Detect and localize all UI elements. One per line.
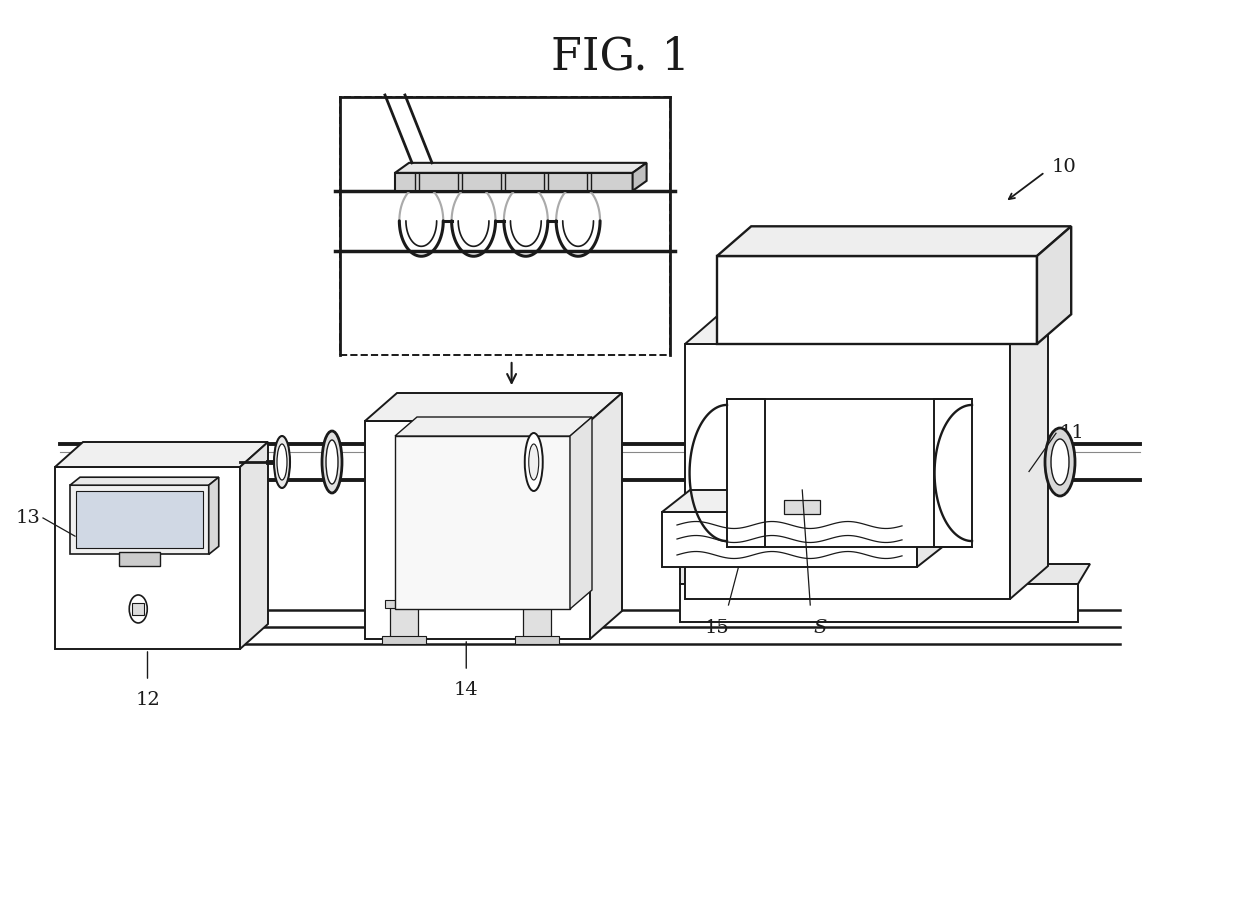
Polygon shape [396, 163, 646, 172]
Polygon shape [662, 490, 945, 512]
Polygon shape [570, 417, 591, 609]
Ellipse shape [322, 431, 342, 493]
Ellipse shape [326, 440, 339, 484]
Bar [133, 603, 144, 615]
Polygon shape [241, 442, 268, 649]
Ellipse shape [525, 433, 543, 491]
Bar [391, 605, 418, 640]
Polygon shape [396, 172, 632, 191]
Bar [522, 605, 551, 640]
Ellipse shape [277, 444, 286, 480]
Text: 11: 11 [1060, 425, 1085, 442]
Polygon shape [684, 311, 1048, 344]
Polygon shape [680, 584, 1078, 622]
Text: 13: 13 [15, 509, 40, 527]
Polygon shape [365, 421, 590, 639]
Ellipse shape [1045, 428, 1075, 496]
Bar [784, 500, 820, 514]
Polygon shape [632, 163, 646, 191]
Text: S: S [813, 619, 827, 637]
Polygon shape [69, 477, 218, 485]
Polygon shape [918, 490, 945, 567]
Polygon shape [55, 467, 241, 649]
Polygon shape [684, 344, 1011, 599]
Bar [382, 636, 427, 644]
Text: 14: 14 [454, 681, 479, 699]
Bar [517, 600, 556, 608]
Polygon shape [69, 485, 208, 555]
Bar [119, 552, 160, 567]
Polygon shape [1011, 311, 1048, 599]
Polygon shape [55, 442, 268, 467]
Polygon shape [717, 226, 1071, 256]
Polygon shape [717, 256, 1037, 344]
Bar [384, 600, 423, 608]
Polygon shape [680, 564, 1090, 584]
Bar [76, 492, 203, 548]
Polygon shape [662, 512, 918, 567]
Polygon shape [365, 393, 622, 421]
Ellipse shape [528, 444, 538, 480]
Text: 12: 12 [135, 691, 160, 709]
Text: 15: 15 [704, 619, 729, 637]
Polygon shape [1037, 226, 1071, 344]
Ellipse shape [129, 595, 148, 623]
Ellipse shape [274, 436, 290, 488]
Ellipse shape [1052, 439, 1069, 485]
Text: FIG. 1: FIG. 1 [551, 36, 689, 79]
Polygon shape [396, 417, 591, 436]
Text: 10: 10 [1052, 158, 1076, 176]
Polygon shape [208, 477, 218, 555]
Bar [340, 97, 670, 355]
Polygon shape [396, 436, 570, 609]
Polygon shape [590, 393, 622, 639]
Bar [515, 636, 558, 644]
Bar [727, 399, 972, 547]
